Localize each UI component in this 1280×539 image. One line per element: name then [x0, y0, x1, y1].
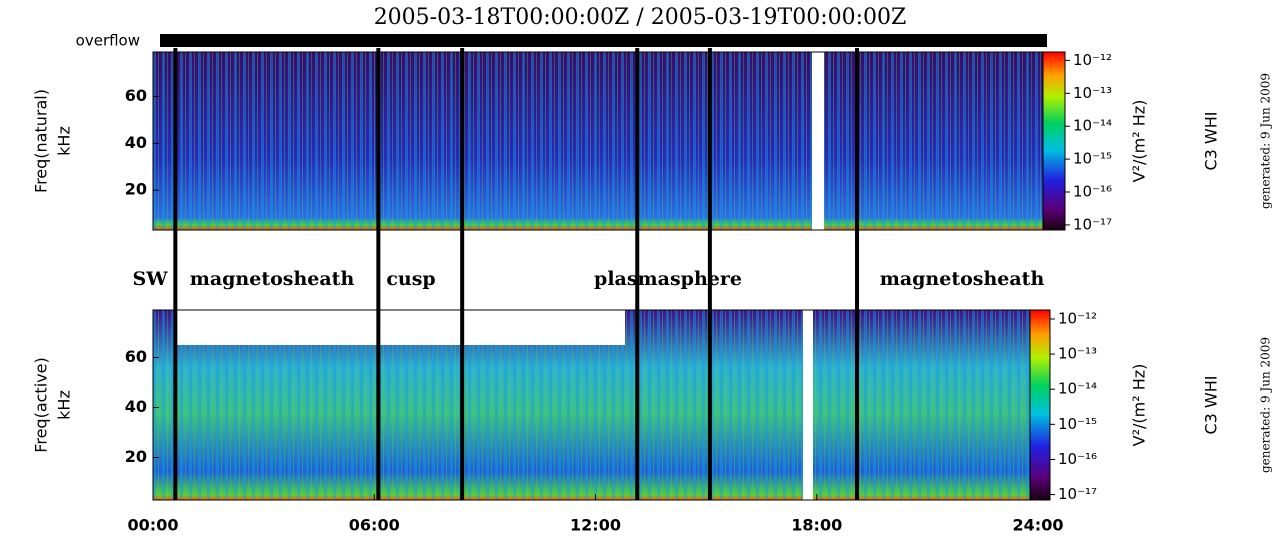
region-label: magnetosheath	[880, 268, 1045, 290]
spectrogram-texture	[153, 52, 1047, 230]
colorbar-label: V²/(m² Hz)	[1130, 100, 1149, 183]
y-axis-label: Freq(natural)	[32, 89, 51, 193]
colorbar-tick-label: 10⁻¹⁷	[1073, 215, 1112, 233]
region-label: SW	[132, 268, 168, 290]
colorbar-tick-label: 10⁻¹⁶	[1073, 183, 1112, 201]
region-label: magnetosheath	[190, 268, 355, 290]
region-label: plasmasphere	[594, 268, 742, 290]
colorbar-tick-label: 10⁻¹²	[1073, 51, 1112, 69]
colorbar-label: V²/(m² Hz)	[1130, 364, 1149, 447]
colorbar-tick-label: 10⁻¹³	[1073, 84, 1112, 102]
y-tick-label: 60	[125, 86, 147, 105]
data-gap	[812, 52, 824, 230]
x-tick-label: 18:00	[791, 516, 842, 535]
no-data-area	[175, 310, 625, 345]
data-gap	[803, 310, 813, 500]
y-axis-label: kHz	[55, 390, 74, 420]
colorbar-tick-label: 10⁻¹⁵	[1073, 150, 1112, 168]
y-axis-label: Freq(active)	[32, 357, 51, 452]
x-tick-label: 06:00	[349, 516, 400, 535]
colorbar-tick-label: 10⁻¹⁵	[1058, 415, 1097, 433]
colorbar	[1042, 51, 1066, 231]
colorbar-tick-label: 10⁻¹⁶	[1058, 450, 1097, 468]
colorbar	[1029, 309, 1051, 501]
x-tick-label: 24:00	[1013, 516, 1064, 535]
generated-note: generated: 9 Jun 2009	[1259, 73, 1273, 209]
region-label: cusp	[386, 268, 435, 290]
y-tick-label: 40	[125, 133, 147, 152]
panel	[153, 52, 1047, 230]
x-tick-label: 00:00	[128, 516, 179, 535]
y-tick-label: 40	[125, 397, 147, 416]
panel	[153, 310, 1038, 500]
colorbar-tick-label: 10⁻¹³	[1058, 345, 1097, 363]
instrument-label: C3 WHI	[1202, 375, 1221, 434]
colorbar-tick-label: 10⁻¹⁴	[1073, 117, 1112, 135]
colorbar-tick-label: 10⁻¹⁴	[1058, 380, 1097, 398]
y-axis-label: kHz	[55, 126, 74, 156]
colorbar-tick-label: 10⁻¹²	[1058, 309, 1097, 327]
title: 2005-03-18T00:00:00Z / 2005-03-19T00:00:…	[374, 5, 907, 30]
y-tick-label: 60	[125, 347, 147, 366]
overflow-label: overflow	[76, 32, 140, 50]
colorbar-tick-label: 10⁻¹⁷	[1058, 485, 1097, 503]
generated-note: generated: 9 Jun 2009	[1259, 337, 1273, 473]
overflow-bar	[160, 34, 1047, 47]
x-tick-label: 12:00	[570, 516, 621, 535]
y-tick-label: 20	[125, 447, 147, 466]
y-tick-label: 20	[125, 180, 147, 199]
instrument-label: C3 WHI	[1202, 111, 1221, 170]
